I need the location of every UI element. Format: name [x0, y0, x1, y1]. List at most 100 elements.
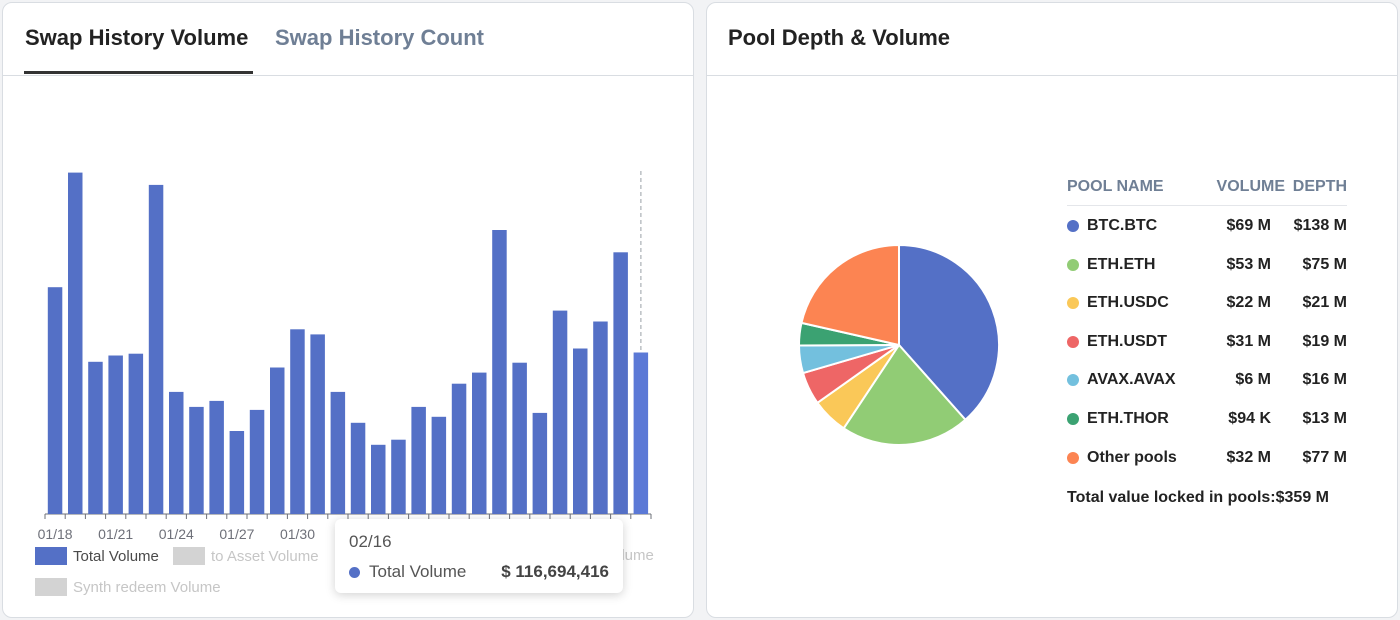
header-volume: VOLUME — [1216, 178, 1285, 195]
pool-table-header: POOL NAME VOLUME DEPTH — [1067, 175, 1347, 206]
x-tick-label: 01/24 — [159, 526, 194, 542]
tooltip-date: 02/16 — [349, 532, 392, 551]
tab-swap-history-count[interactable]: Swap History Count — [275, 25, 485, 50]
bar-01-31[interactable] — [310, 334, 325, 514]
bar-02-01[interactable] — [330, 391, 346, 514]
pool-row[interactable]: ETH.ETH $53 M $75 M — [1067, 245, 1347, 284]
pool-volume: $69 M — [1226, 217, 1271, 234]
legend-total-volume[interactable]: Total Volume — [35, 547, 159, 565]
pool-name: ETH.ETH — [1087, 255, 1156, 273]
bar-02-07[interactable] — [451, 383, 467, 514]
legend-swatch — [35, 547, 67, 565]
pool-row[interactable]: ETH.USDT $31 M $19 M — [1067, 322, 1347, 361]
pool-row[interactable]: ETH.USDC $22 M $21 M — [1067, 283, 1347, 322]
pool-rows: BTC.BTC $69 M $138 M ETH.ETH $53 M $75 M ETH.U… — [1067, 206, 1347, 476]
pool-depth: $21 M — [1302, 294, 1347, 312]
pool-name: BTC.BTC — [1087, 217, 1158, 234]
pool-depth: $19 M — [1302, 332, 1347, 350]
pool-color-dot — [1067, 258, 1079, 271]
pie-slice-eth-eth[interactable] — [842, 344, 967, 446]
chart-tooltip: 02/16 Total Volume $ 116,694,416 — [335, 519, 623, 593]
x-tick-label: 01/21 — [98, 526, 133, 542]
bar-02-03[interactable] — [371, 444, 386, 514]
bar-01-22[interactable] — [128, 353, 144, 514]
legend-swatch — [35, 578, 67, 596]
pie-slice-btc-btc[interactable] — [898, 244, 1000, 421]
bar-02-09[interactable] — [492, 230, 507, 514]
pool-volume: $53 M — [1226, 255, 1271, 273]
pool-volume: $31 M — [1226, 332, 1271, 350]
bar-02-12[interactable] — [552, 310, 568, 514]
pool-color-dot — [1067, 335, 1079, 348]
tooltip-series-dot — [349, 567, 360, 578]
card-header: Pool Depth & Volume — [707, 3, 1397, 76]
bar-01-29[interactable] — [270, 367, 285, 515]
bar-01-30[interactable] — [290, 329, 305, 514]
pool-name: AVAX.AVAX — [1087, 371, 1176, 389]
bar-02-04[interactable] — [391, 439, 406, 514]
bar-02-13[interactable] — [573, 348, 588, 515]
pool-row[interactable]: ETH.THOR $94 K $13 M — [1067, 399, 1347, 438]
pool-volume: $32 M — [1226, 448, 1271, 466]
tab-bar: Swap History Volume Swap History Count — [3, 3, 693, 76]
total-value-locked: Total value locked in pools:$359 M — [1067, 489, 1329, 506]
pool-row[interactable]: Other pools $32 M $77 M — [1067, 438, 1347, 477]
pool-depth-pie-chart[interactable] — [707, 3, 1047, 617]
header-depth: DEPTH — [1292, 178, 1347, 195]
tab-swap-history-volume[interactable]: Swap History Volume — [25, 25, 249, 50]
bar-01-24[interactable] — [169, 391, 184, 514]
bar-02-15[interactable] — [613, 252, 628, 515]
bar-01-26[interactable] — [209, 400, 224, 514]
bar-02-16[interactable] — [633, 352, 649, 515]
legend-to-asset-volume[interactable]: to Asset Volume — [173, 547, 319, 565]
pool-color-dot — [1067, 412, 1079, 425]
pool-volume: $6 M — [1235, 371, 1271, 389]
x-tick-label: 01/30 — [280, 526, 315, 542]
bar-02-11[interactable] — [532, 412, 548, 514]
tooltip-value: $ 116,694,416 — [501, 562, 609, 581]
bar-01-23[interactable] — [148, 184, 164, 514]
pool-volume: $94 K — [1228, 409, 1271, 427]
bar-01-19[interactable] — [68, 172, 83, 514]
pool-depth-volume-card: Pool Depth & Volume POOL NAME VOLUME DEP… — [706, 2, 1398, 618]
pool-depth: $13 M — [1302, 409, 1347, 427]
pool-row[interactable]: BTC.BTC $69 M $138 M — [1067, 206, 1347, 245]
bar-02-08[interactable] — [472, 372, 487, 514]
bar-02-14[interactable] — [593, 321, 608, 515]
tooltip-series-name: Total Volume — [369, 562, 467, 581]
bar-02-02[interactable] — [350, 422, 366, 514]
pool-volume: $22 M — [1226, 294, 1271, 312]
legend-synth-redeem-volume[interactable]: Synth redeem Volume — [35, 578, 221, 596]
bar-01-20[interactable] — [88, 361, 103, 514]
pool-depth: $138 M — [1293, 217, 1347, 234]
bar-01-18[interactable] — [47, 287, 63, 514]
swap-volume-bar-chart[interactable]: 01/18 01/21 01/24 01/27 01/30 — [3, 3, 693, 543]
legend-label: olume — [613, 547, 654, 564]
pie-slice-other-pools[interactable] — [800, 244, 900, 346]
pool-name: ETH.USDC — [1087, 294, 1169, 312]
bar-02-05[interactable] — [411, 406, 426, 514]
bar-01-25[interactable] — [189, 406, 204, 514]
x-tick-label: 01/27 — [219, 526, 254, 542]
header-pool-name: POOL NAME — [1067, 178, 1164, 195]
pool-depth: $75 M — [1302, 255, 1347, 273]
pool-depth: $16 M — [1302, 371, 1347, 389]
pool-row[interactable]: AVAX.AVAX $6 M $16 M — [1067, 360, 1347, 399]
bar-01-27[interactable] — [229, 431, 245, 514]
bar-01-28[interactable] — [249, 409, 265, 514]
legend-label: to Asset Volume — [211, 547, 319, 565]
pool-depth: $77 M — [1302, 448, 1347, 466]
bar-02-10[interactable] — [512, 362, 527, 514]
swap-history-card: Swap History Volume Swap History Count 0… — [2, 2, 694, 618]
active-tab-underline — [24, 71, 253, 74]
pool-color-dot — [1067, 220, 1079, 232]
x-tick-label: 01/18 — [38, 526, 73, 542]
bar-02-06[interactable] — [431, 416, 447, 514]
pool-table: POOL NAME VOLUME DEPTH BTC.BTC $69 M $138 … — [1067, 175, 1347, 476]
bar-01-21[interactable] — [108, 355, 123, 515]
legend-label: Synth redeem Volume — [73, 578, 221, 596]
legend-synth-mint-volume[interactable]: olume — [613, 547, 654, 564]
pool-color-dot — [1067, 451, 1079, 464]
pool-name: ETH.USDT — [1087, 332, 1167, 350]
pool-name: Other pools — [1087, 448, 1177, 466]
